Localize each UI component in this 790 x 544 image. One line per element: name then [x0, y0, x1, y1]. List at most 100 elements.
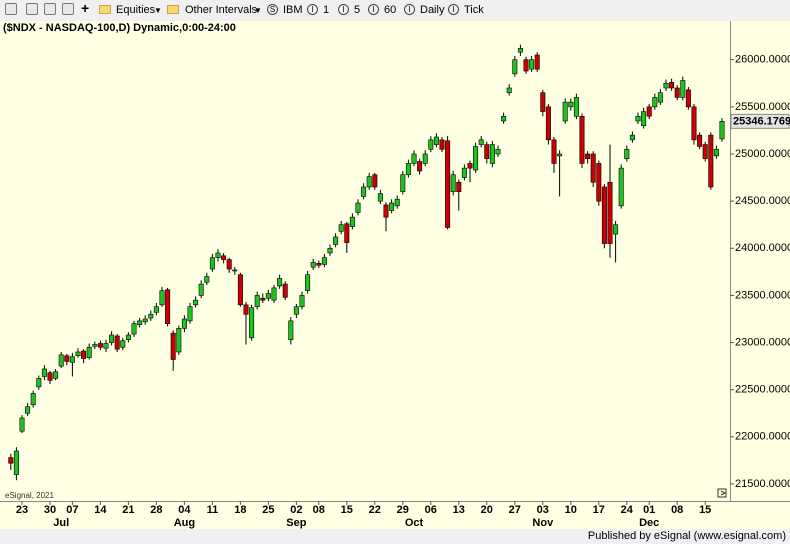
candle-body	[635, 115, 641, 122]
chart-background	[0, 21, 790, 529]
candle-body	[361, 186, 367, 197]
candle-body	[517, 48, 523, 53]
footer: Published by eSignal (www.esignal.com)	[0, 529, 790, 544]
icon[interactable]	[44, 3, 56, 15]
interval-icon: I	[307, 4, 318, 15]
y-tick-label: 24500.0000	[735, 195, 790, 207]
candle-body	[461, 167, 467, 178]
candle-body	[657, 92, 663, 103]
candle-body	[579, 115, 585, 164]
button[interactable]: Tick	[464, 4, 484, 16]
candle-body	[53, 371, 59, 379]
last-price-box	[730, 113, 790, 129]
scroll-icon[interactable]	[717, 488, 727, 498]
folder-icon	[167, 5, 179, 14]
candle-body	[41, 368, 47, 377]
candle-body	[417, 161, 423, 172]
candle-body	[685, 89, 691, 108]
y-tick-label: 22000.0000	[735, 431, 790, 443]
candle-body	[389, 202, 395, 211]
candle-body	[394, 198, 400, 207]
button[interactable]: 60	[384, 4, 397, 16]
candle-body	[254, 295, 260, 308]
candle-body	[349, 216, 355, 227]
x-tick-label: 28	[150, 504, 162, 516]
menu[interactable]: Equities	[116, 4, 156, 16]
candle-body	[596, 163, 602, 202]
x-tick-label: 08	[313, 504, 325, 516]
icon[interactable]	[62, 3, 74, 15]
candle-body	[422, 153, 428, 164]
x-tick-label: 06	[425, 504, 437, 516]
candle-body	[512, 59, 518, 75]
month-label: Dec	[639, 517, 659, 529]
icon[interactable]	[5, 3, 17, 15]
candle-body	[64, 355, 70, 362]
candle-body	[187, 306, 193, 322]
candle-body	[607, 181, 613, 244]
y-tick-label: 24000.0000	[735, 242, 790, 254]
candle-body	[641, 111, 647, 127]
candle-body	[433, 136, 439, 145]
candle-body	[557, 153, 563, 157]
dropdown-arrow[interactable]: ▼	[254, 6, 262, 15]
candle-body	[624, 148, 630, 160]
candle-body	[618, 167, 624, 207]
icon[interactable]	[26, 3, 38, 15]
candle-body	[25, 406, 31, 414]
y-tick-label: 22500.0000	[735, 384, 790, 396]
candle-body	[316, 263, 322, 266]
candle-body	[193, 299, 199, 306]
candle-body	[540, 92, 546, 112]
candle-body	[198, 283, 204, 296]
x-tick-label: 17	[593, 504, 605, 516]
candle-body	[405, 163, 411, 176]
candle-body	[109, 334, 115, 343]
candle-body	[277, 278, 283, 287]
candle-body	[170, 332, 176, 360]
candle-body	[674, 87, 680, 98]
candle-body	[69, 356, 75, 363]
candle-body	[501, 115, 507, 122]
candle-body	[629, 134, 635, 141]
candle-body	[534, 54, 540, 70]
candle-body	[450, 174, 456, 193]
interval-icon: I	[338, 4, 349, 15]
candle-body	[305, 274, 311, 291]
button[interactable]: 1	[323, 4, 330, 16]
candle-body	[232, 269, 238, 272]
candle-body	[299, 295, 305, 308]
candle-body	[601, 186, 607, 244]
candle-body	[484, 144, 490, 160]
candle-body	[176, 328, 182, 353]
x-tick-label: 15	[341, 504, 353, 516]
candle-body	[613, 224, 619, 235]
candle-body	[92, 344, 98, 347]
candle-body	[529, 59, 535, 70]
x-tick-label: 18	[234, 504, 246, 516]
candle-body	[249, 307, 255, 339]
x-tick-label: 23	[16, 504, 28, 516]
plus-icon[interactable]: +	[81, 0, 90, 16]
candle-body	[562, 101, 568, 122]
candle-body	[669, 82, 675, 89]
chart: ($NDX - NASDAQ-100,D) Dynamic,0:00-24:00…	[0, 21, 790, 529]
candle-body	[165, 289, 171, 324]
button[interactable]: IBM	[283, 4, 303, 16]
dropdown-arrow[interactable]: ▼	[154, 6, 162, 15]
watermark: eSignal, 2021	[5, 491, 54, 500]
candle-body	[333, 236, 339, 245]
month-label: Oct	[405, 517, 424, 529]
candle-body	[697, 134, 703, 147]
interval-icon: I	[404, 4, 415, 15]
x-tick-label: 25	[262, 504, 274, 516]
candle-body	[478, 139, 484, 145]
toolbar: + Equities ▼ Other Intervals ▼ S IBM I 1…	[0, 0, 790, 22]
y-tick-label: 25500.0000	[735, 101, 790, 113]
candle-body	[473, 146, 479, 171]
button[interactable]: Daily	[420, 4, 445, 16]
menu[interactable]: Other Intervals	[185, 4, 258, 16]
button[interactable]: 5	[354, 4, 361, 16]
interval-icon: I	[448, 4, 459, 15]
candle-body	[355, 202, 361, 213]
